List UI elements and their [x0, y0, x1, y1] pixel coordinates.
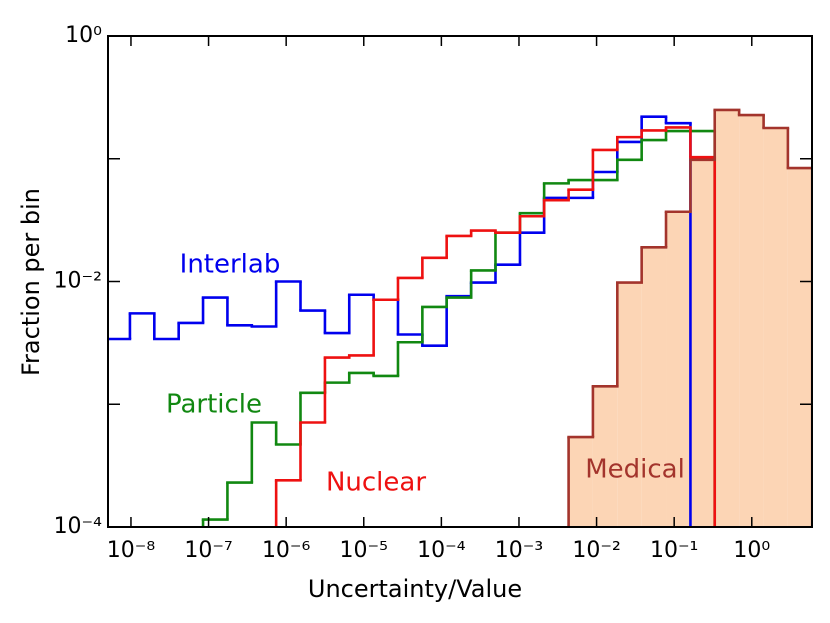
bar-fill [787, 168, 812, 527]
x-tick-label: 10⁻⁷ [184, 538, 232, 563]
y-tick-label: 10⁻² [54, 269, 102, 294]
x-tick-label: 10⁻⁴ [417, 538, 466, 563]
x-tick-label: 10⁻³ [495, 538, 543, 563]
bar-fill [763, 128, 788, 527]
y-tick-label: 10⁰ [65, 23, 102, 48]
x-tick-label: 10⁻⁸ [107, 538, 156, 563]
series-label: Medical [585, 455, 685, 485]
x-axis-label: Uncertainty/Value [308, 575, 522, 603]
y-tick-label: 10⁻⁴ [54, 514, 103, 539]
bar-fill [617, 282, 642, 527]
series-label: Nuclear [326, 468, 426, 498]
series-label: Interlab [180, 250, 281, 280]
bar-fill [690, 159, 715, 527]
y-axis-label: Fraction per bin [17, 188, 45, 376]
x-tick-label: 10⁻¹ [650, 538, 698, 563]
x-tick-label: 10⁻⁵ [340, 538, 388, 563]
bar-fill [714, 109, 740, 527]
bar-fill [666, 211, 691, 527]
x-tick-label: 10⁰ [733, 538, 770, 563]
x-tick-label: 10⁻⁶ [262, 538, 311, 563]
x-tick-label: 10⁻² [572, 538, 620, 563]
bar-fill [641, 247, 667, 527]
bar-fill [592, 386, 618, 527]
series-label: Particle [166, 390, 262, 420]
bar-fill [568, 437, 593, 527]
plot-area [108, 108, 812, 527]
bar-fill [739, 115, 764, 527]
